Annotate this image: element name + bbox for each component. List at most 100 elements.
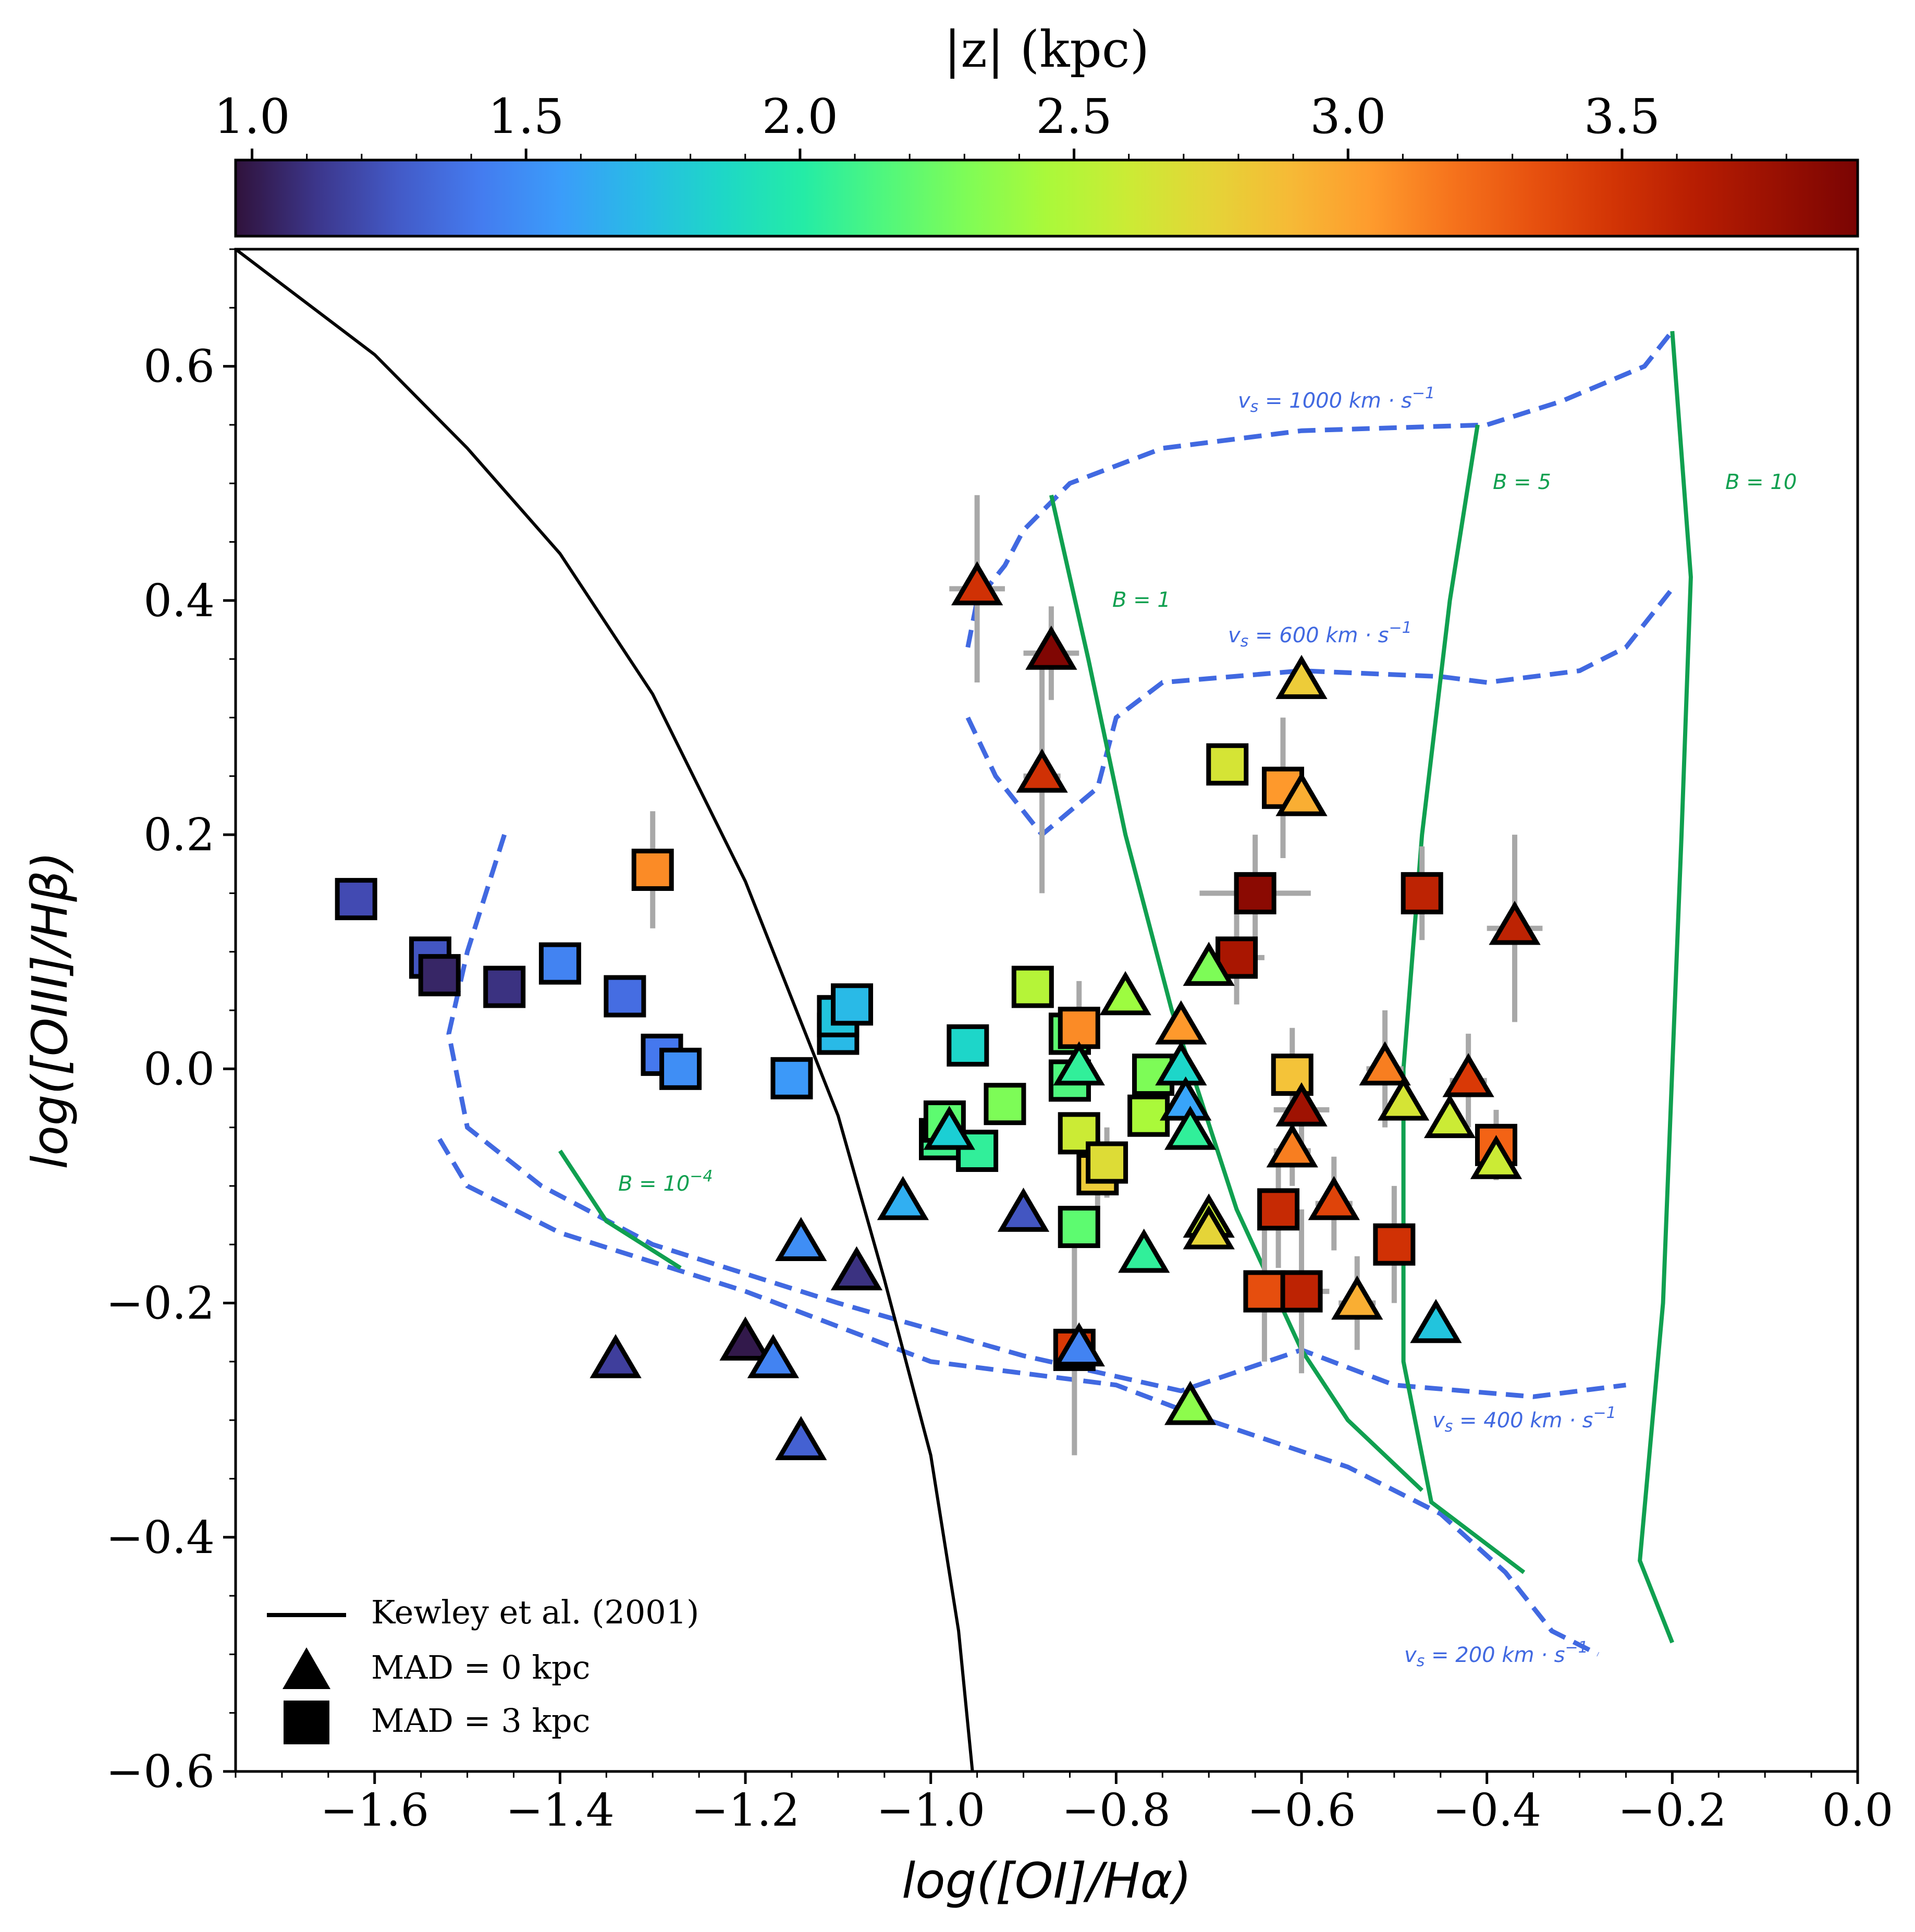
data-point-triangle bbox=[590, 1334, 642, 1378]
data-point-triangle bbox=[923, 1105, 975, 1150]
data-point-square bbox=[1058, 1206, 1100, 1249]
shock-velocity-curve bbox=[446, 834, 1626, 1399]
error-bars bbox=[634, 495, 1543, 1456]
data-point-square bbox=[1058, 1007, 1100, 1049]
data-point-triangle bbox=[1053, 1041, 1105, 1086]
x-tick-label: −0.8 bbox=[1062, 1784, 1171, 1837]
colorbar-tick-label: 1.5 bbox=[488, 89, 564, 144]
data-point-triangle bbox=[775, 1416, 827, 1460]
data-point-triangle bbox=[1275, 1082, 1328, 1127]
data-point-triangle bbox=[719, 1316, 771, 1361]
y-tick-label: −0.2 bbox=[106, 1278, 215, 1330]
y-axis-ticks: −0.6 −0.4 −0.2 0.0 0.2 0.4 0.6 bbox=[106, 248, 236, 1798]
data-point-triangle bbox=[877, 1176, 929, 1220]
data-point-triangle bbox=[1118, 1228, 1170, 1273]
x-tick-label: −1.4 bbox=[506, 1784, 615, 1837]
y-tick-label: −0.4 bbox=[106, 1512, 215, 1564]
data-point-square bbox=[831, 983, 874, 1026]
annotation-vs-1000: vs = 1000 km · s−1 bbox=[1238, 384, 1435, 416]
data-point-triangle bbox=[1308, 1176, 1360, 1220]
data-point-square bbox=[604, 975, 646, 1018]
shock-velocity-curve bbox=[965, 587, 1674, 838]
data-point-square bbox=[631, 848, 674, 891]
data-point-triangle bbox=[747, 1334, 800, 1378]
shock-field-curve bbox=[1401, 424, 1526, 1574]
data-point-triangle bbox=[1155, 1041, 1207, 1086]
annotation-b-1: B = 1 bbox=[1112, 588, 1171, 612]
legend-label-kewley: Kewley et al. (2001) bbox=[371, 1593, 699, 1631]
data-point-square bbox=[1127, 1094, 1170, 1137]
data-point-triangle bbox=[1470, 1135, 1523, 1179]
x-tick-label: −0.4 bbox=[1432, 1784, 1541, 1837]
annotation-b-1e-4: B = 10−4 bbox=[618, 1167, 713, 1196]
y-tick-label: 0.2 bbox=[143, 809, 215, 861]
shock-field-curve bbox=[558, 1150, 682, 1270]
data-point-triangle bbox=[775, 1217, 827, 1262]
x-tick-label: −1.2 bbox=[691, 1784, 800, 1837]
data-point-square bbox=[659, 1047, 702, 1090]
data-point-square bbox=[1257, 1188, 1300, 1231]
data-point-triangle bbox=[1164, 1105, 1217, 1150]
data-point-triangle bbox=[951, 561, 1003, 606]
legend-label-mad0: MAD = 0 kpc bbox=[371, 1648, 590, 1686]
data-point-triangle bbox=[1423, 1094, 1476, 1139]
y-tick-label: 0.0 bbox=[143, 1043, 215, 1095]
data-point-square bbox=[538, 942, 581, 985]
annotation-vs-200: vs = 200 km · s−1 bbox=[1404, 1638, 1588, 1670]
data-point-triangle bbox=[1331, 1275, 1383, 1320]
x-tick-label: −0.2 bbox=[1618, 1784, 1727, 1837]
x-tick-label: 0.0 bbox=[1822, 1784, 1894, 1837]
data-point-square bbox=[335, 878, 377, 921]
x-axis-ticks: −1.6 −1.4 −1.2 −1.0 −0.8 −0.6 −0.4 −0.2 0.0 bbox=[235, 1771, 1894, 1837]
data-point-triangle bbox=[1155, 1000, 1207, 1045]
shock-field-curve bbox=[1638, 331, 1693, 1644]
data-point-square bbox=[1271, 1054, 1314, 1096]
data-point-square bbox=[1401, 872, 1443, 914]
kewley-line-layer bbox=[236, 249, 974, 1771]
data-point-triangle bbox=[1016, 748, 1068, 793]
data-point-triangle bbox=[1266, 1123, 1318, 1168]
annotation-vs-400: vs = 400 km · s−1 bbox=[1432, 1404, 1616, 1436]
data-point-triangle bbox=[1275, 655, 1328, 699]
data-point-square bbox=[1011, 965, 1054, 1008]
legend: Kewley et al. (2001) MAD = 0 kpc MAD = 3… bbox=[267, 1593, 699, 1744]
colorbar-tick-label: 1.0 bbox=[214, 89, 290, 144]
data-point-triangle bbox=[1183, 1205, 1235, 1250]
colorbar-strip bbox=[234, 158, 1859, 238]
data-point-triangle bbox=[1359, 1041, 1411, 1086]
colorbar-tick-label: 3.5 bbox=[1584, 89, 1660, 144]
y-tick-label: 0.6 bbox=[143, 341, 215, 393]
y-tick-label: −0.6 bbox=[106, 1746, 215, 1798]
data-point-triangle bbox=[1377, 1076, 1430, 1121]
colorbar-tick-label: 2.0 bbox=[762, 89, 838, 144]
data-point-square bbox=[947, 1024, 989, 1067]
data-point-square bbox=[1243, 1270, 1286, 1313]
colorbar-label: |z| (kpc) bbox=[944, 20, 1149, 79]
legend-label-mad3: MAD = 3 kpc bbox=[371, 1702, 590, 1740]
data-point-square bbox=[1206, 743, 1249, 786]
legend-square-swatch bbox=[284, 1701, 329, 1744]
y-tick-label: 0.4 bbox=[143, 575, 215, 627]
data-point-square bbox=[1280, 1270, 1323, 1313]
data-point-triangle bbox=[1442, 1053, 1494, 1097]
shock-annotations: vs = 1000 km · s−1 vs = 600 km · s−1 vs … bbox=[618, 384, 1797, 1670]
data-point-square bbox=[770, 1057, 813, 1099]
shock-velocity-curve bbox=[437, 1138, 1600, 1657]
data-point-triangle bbox=[1099, 971, 1151, 1016]
data-point-square bbox=[984, 1083, 1026, 1126]
x-tick-label: −1.0 bbox=[876, 1784, 985, 1837]
data-point-square bbox=[956, 1130, 999, 1172]
x-axis-label: log([OI]/Hα) bbox=[902, 1853, 1192, 1910]
data-point-square bbox=[483, 965, 526, 1008]
data-markers bbox=[335, 561, 1541, 1460]
x-tick-label: −1.6 bbox=[320, 1784, 429, 1837]
plot-frame bbox=[234, 248, 1859, 1773]
data-point-triangle bbox=[1489, 900, 1541, 945]
plot-area: vs = 1000 km · s−1 vs = 600 km · s−1 vs … bbox=[22, 248, 1894, 1910]
data-point-triangle bbox=[1410, 1299, 1462, 1343]
data-point-triangle bbox=[997, 1188, 1050, 1232]
data-point-square bbox=[1234, 872, 1276, 914]
data-point-triangle bbox=[1183, 941, 1235, 986]
data-point-triangle bbox=[830, 1246, 883, 1291]
